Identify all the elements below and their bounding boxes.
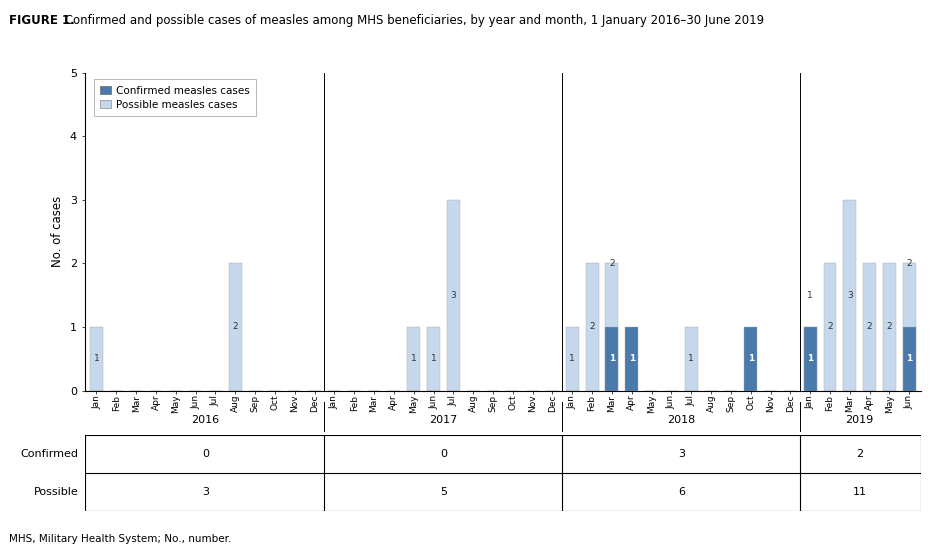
Bar xyxy=(883,263,896,391)
Text: 3: 3 xyxy=(202,487,209,497)
Bar xyxy=(902,263,916,391)
Text: Possible: Possible xyxy=(34,487,79,497)
Text: 2: 2 xyxy=(886,323,892,331)
Bar xyxy=(605,263,619,391)
Text: 1: 1 xyxy=(609,354,615,363)
Text: FIGURE 1.: FIGURE 1. xyxy=(9,14,75,27)
Text: 2: 2 xyxy=(906,259,912,268)
Text: 1: 1 xyxy=(747,354,754,363)
Text: 2: 2 xyxy=(589,323,595,331)
Bar xyxy=(823,263,837,391)
Bar xyxy=(843,200,856,391)
Text: 1: 1 xyxy=(411,354,416,363)
Text: 11: 11 xyxy=(853,487,867,497)
Bar xyxy=(804,327,817,391)
Text: 3: 3 xyxy=(678,449,685,459)
Text: 2: 2 xyxy=(867,323,872,331)
Text: 0: 0 xyxy=(440,449,446,459)
Bar xyxy=(407,327,420,391)
Bar xyxy=(804,327,817,391)
Text: 0: 0 xyxy=(202,449,209,459)
Text: MHS, Military Health System; No., number.: MHS, Military Health System; No., number… xyxy=(9,534,232,544)
Bar xyxy=(902,327,916,391)
Text: 1: 1 xyxy=(807,291,813,300)
Text: 2: 2 xyxy=(609,259,615,268)
Bar xyxy=(427,327,440,391)
Legend: Confirmed measles cases, Possible measles cases: Confirmed measles cases, Possible measle… xyxy=(94,79,256,116)
Text: Confirmed and possible cases of measles among MHS beneficiaries, by year and mon: Confirmed and possible cases of measles … xyxy=(61,14,764,27)
Text: 2016: 2016 xyxy=(192,415,220,425)
Bar xyxy=(90,327,103,391)
Text: 3: 3 xyxy=(847,291,853,300)
Text: 6: 6 xyxy=(678,487,685,497)
Text: 2017: 2017 xyxy=(430,415,458,425)
Bar xyxy=(586,263,599,391)
Text: 2018: 2018 xyxy=(667,415,696,425)
Bar xyxy=(605,327,619,391)
Text: 2019: 2019 xyxy=(846,415,874,425)
Bar xyxy=(685,327,697,391)
Text: 2: 2 xyxy=(232,323,238,331)
Text: 1: 1 xyxy=(807,354,813,363)
Bar xyxy=(566,327,579,391)
Text: 2: 2 xyxy=(827,323,833,331)
Text: 1: 1 xyxy=(94,354,100,363)
Text: 2: 2 xyxy=(856,449,863,459)
Text: 5: 5 xyxy=(440,487,446,497)
Text: 1: 1 xyxy=(570,354,575,363)
Text: 1: 1 xyxy=(629,354,634,363)
Text: 1: 1 xyxy=(906,354,913,363)
Bar xyxy=(446,200,460,391)
Bar xyxy=(744,327,757,391)
Bar xyxy=(228,263,242,391)
Bar xyxy=(863,263,876,391)
Text: 3: 3 xyxy=(450,291,456,300)
Text: Confirmed: Confirmed xyxy=(21,449,79,459)
Text: 1: 1 xyxy=(688,354,694,363)
Bar xyxy=(625,327,638,391)
Y-axis label: No. of cases: No. of cases xyxy=(52,196,64,267)
Text: 1: 1 xyxy=(431,354,436,363)
